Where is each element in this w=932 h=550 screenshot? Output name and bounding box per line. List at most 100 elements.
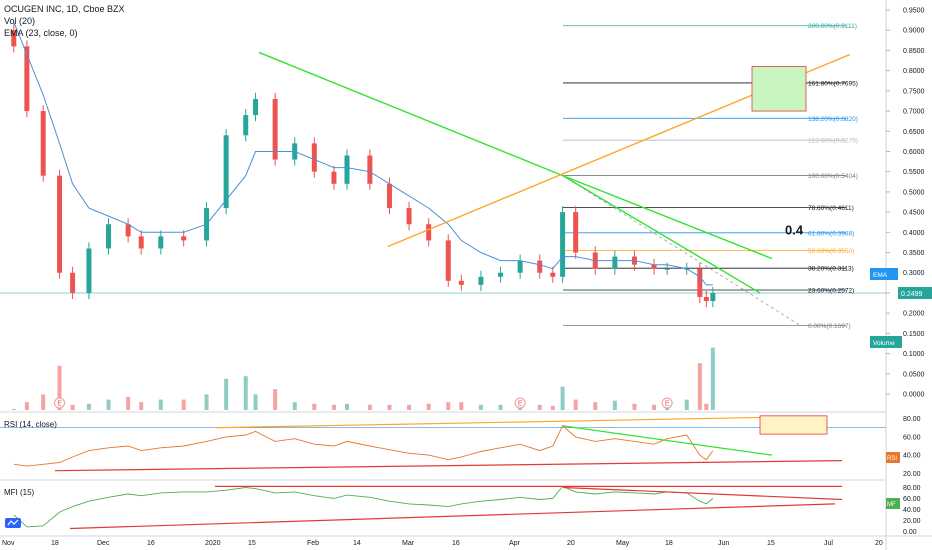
price-tick-label: 0.2000	[903, 311, 925, 318]
volume-bar	[684, 399, 689, 410]
candle-body	[86, 248, 92, 293]
ema-badge-label: EMA	[873, 272, 888, 279]
volume-bar	[312, 403, 317, 410]
candle-body	[158, 236, 164, 249]
candle-body	[458, 280, 464, 285]
fib-label: 138.20%(0.6820)	[808, 116, 858, 123]
candle-body	[498, 272, 504, 277]
volume-bar	[478, 404, 483, 410]
date-tick-label: Jul	[824, 540, 833, 547]
volume-bar	[573, 399, 578, 410]
volume-bar	[593, 402, 598, 410]
rsi-tick-label: 40.00	[903, 453, 921, 460]
trendline-green	[562, 175, 773, 260]
fib-label: 200.00%(0.9111)	[808, 23, 857, 30]
volume-bar	[158, 399, 163, 410]
symbol-legend[interactable]: OCUGEN INC, 1D, Cboe BZX	[4, 4, 125, 14]
date-tick-label: Dec	[97, 540, 110, 547]
candle-body	[386, 183, 392, 209]
volume-bar	[697, 363, 702, 410]
candle-body	[11, 30, 17, 47]
date-tick-label: 18	[51, 540, 59, 547]
mfi-badge	[886, 498, 900, 509]
time-axis: Nov 18 Dec 16 2020 15 Feb 14 Mar 16 Apr 20 May 18 Jun 1…	[2, 540, 883, 547]
mfi-panel: 80.00 60.00 40.00 20.00 0.00 MF	[13, 485, 921, 536]
mfi-tick-label: 0.00	[903, 529, 917, 536]
mfi-line	[13, 485, 714, 528]
volume-bar	[292, 402, 297, 410]
volume-bar	[550, 405, 555, 410]
ema-badge	[870, 268, 898, 280]
candle-body	[272, 98, 278, 160]
price-tick-label: 0.5500	[903, 169, 925, 176]
price-tick-label: 0.6000	[903, 149, 925, 156]
volume-bar	[106, 399, 111, 410]
date-tick-label: Feb	[307, 540, 319, 547]
date-tick-label: 15	[248, 540, 256, 547]
tradingview-logo-icon[interactable]	[5, 515, 21, 528]
candle-body	[24, 46, 30, 112]
fib-label: 100.00%(0.5404)	[808, 173, 858, 180]
candle-body	[703, 296, 709, 302]
candle-body	[537, 260, 543, 273]
trendline-green	[258, 51, 564, 177]
candle-body	[367, 155, 373, 184]
candle-body	[243, 115, 249, 136]
price-tick-label: 0.0500	[903, 371, 925, 378]
volume-bar	[24, 402, 29, 410]
volume-bar	[224, 378, 229, 410]
earnings-marker-icon	[661, 397, 673, 409]
candle-body	[651, 264, 657, 269]
mfi-badge-label: MF	[887, 502, 896, 508]
candle-body	[612, 256, 618, 269]
price-tick-label: 0.7500	[903, 88, 925, 95]
volume-bar	[86, 403, 91, 410]
volume-bar	[367, 404, 372, 410]
projection-dashed-line	[562, 175, 801, 326]
volume-legend[interactable]: Vol (20)	[4, 16, 36, 26]
candle-body	[57, 175, 63, 273]
volume-bar	[243, 376, 248, 410]
volume-bar	[704, 403, 709, 410]
date-tick-label: 18	[665, 540, 673, 547]
volume-bar	[181, 399, 186, 410]
price-tick-label: 0.4000	[903, 230, 925, 237]
volume-bar	[652, 404, 657, 410]
candle-body	[125, 224, 131, 237]
price-tick-label: 0.9500	[903, 8, 925, 15]
annotation-text: 0.4	[785, 222, 804, 237]
volume-badge	[870, 336, 902, 348]
fib-label: 161.80%(0.7695)	[808, 80, 858, 87]
volume-bar	[407, 404, 412, 410]
volume-bar	[70, 404, 75, 410]
candle-body	[70, 272, 76, 293]
fib-label: 78.60%(0.4611)	[808, 205, 854, 212]
volume-bar	[11, 408, 16, 410]
volume-bar	[612, 400, 617, 410]
volume-bar	[273, 389, 278, 410]
fibonacci-retracement: 200.00%(0.9111) 161.80%(0.7695) 138.20%(0.…	[0, 23, 886, 330]
mfi-tick-label: 20.00	[903, 518, 921, 525]
volume-bar	[537, 404, 542, 410]
candle-body	[253, 98, 259, 116]
rsi-tick-label: 20.00	[903, 471, 921, 478]
price-tick-label: 0.6500	[903, 129, 925, 136]
rsi-panel: 80.00 60.00 40.00 20.00 RSI	[0, 415, 921, 478]
earnings-marker-label: E	[518, 401, 523, 408]
rsi-badge-label: RSI	[887, 456, 897, 462]
date-tick-label: 16	[147, 540, 155, 547]
candle-body	[664, 268, 670, 270]
rsi-legend[interactable]: RSI (14, close)	[4, 420, 57, 429]
date-tick-label: 15	[767, 540, 775, 547]
candle-body	[517, 260, 523, 273]
rsi-tick-label: 60.00	[903, 434, 921, 441]
earnings-marker-label: E	[57, 401, 62, 408]
price-tick-label: 0.7000	[903, 109, 925, 116]
volume-bar	[139, 402, 144, 410]
ema-legend[interactable]: EMA (23, close, 0)	[4, 28, 78, 38]
volume-bar	[41, 394, 46, 410]
candle-body	[406, 208, 412, 225]
volume-bar	[387, 404, 392, 410]
mfi-legend[interactable]: MFI (15)	[4, 488, 35, 497]
